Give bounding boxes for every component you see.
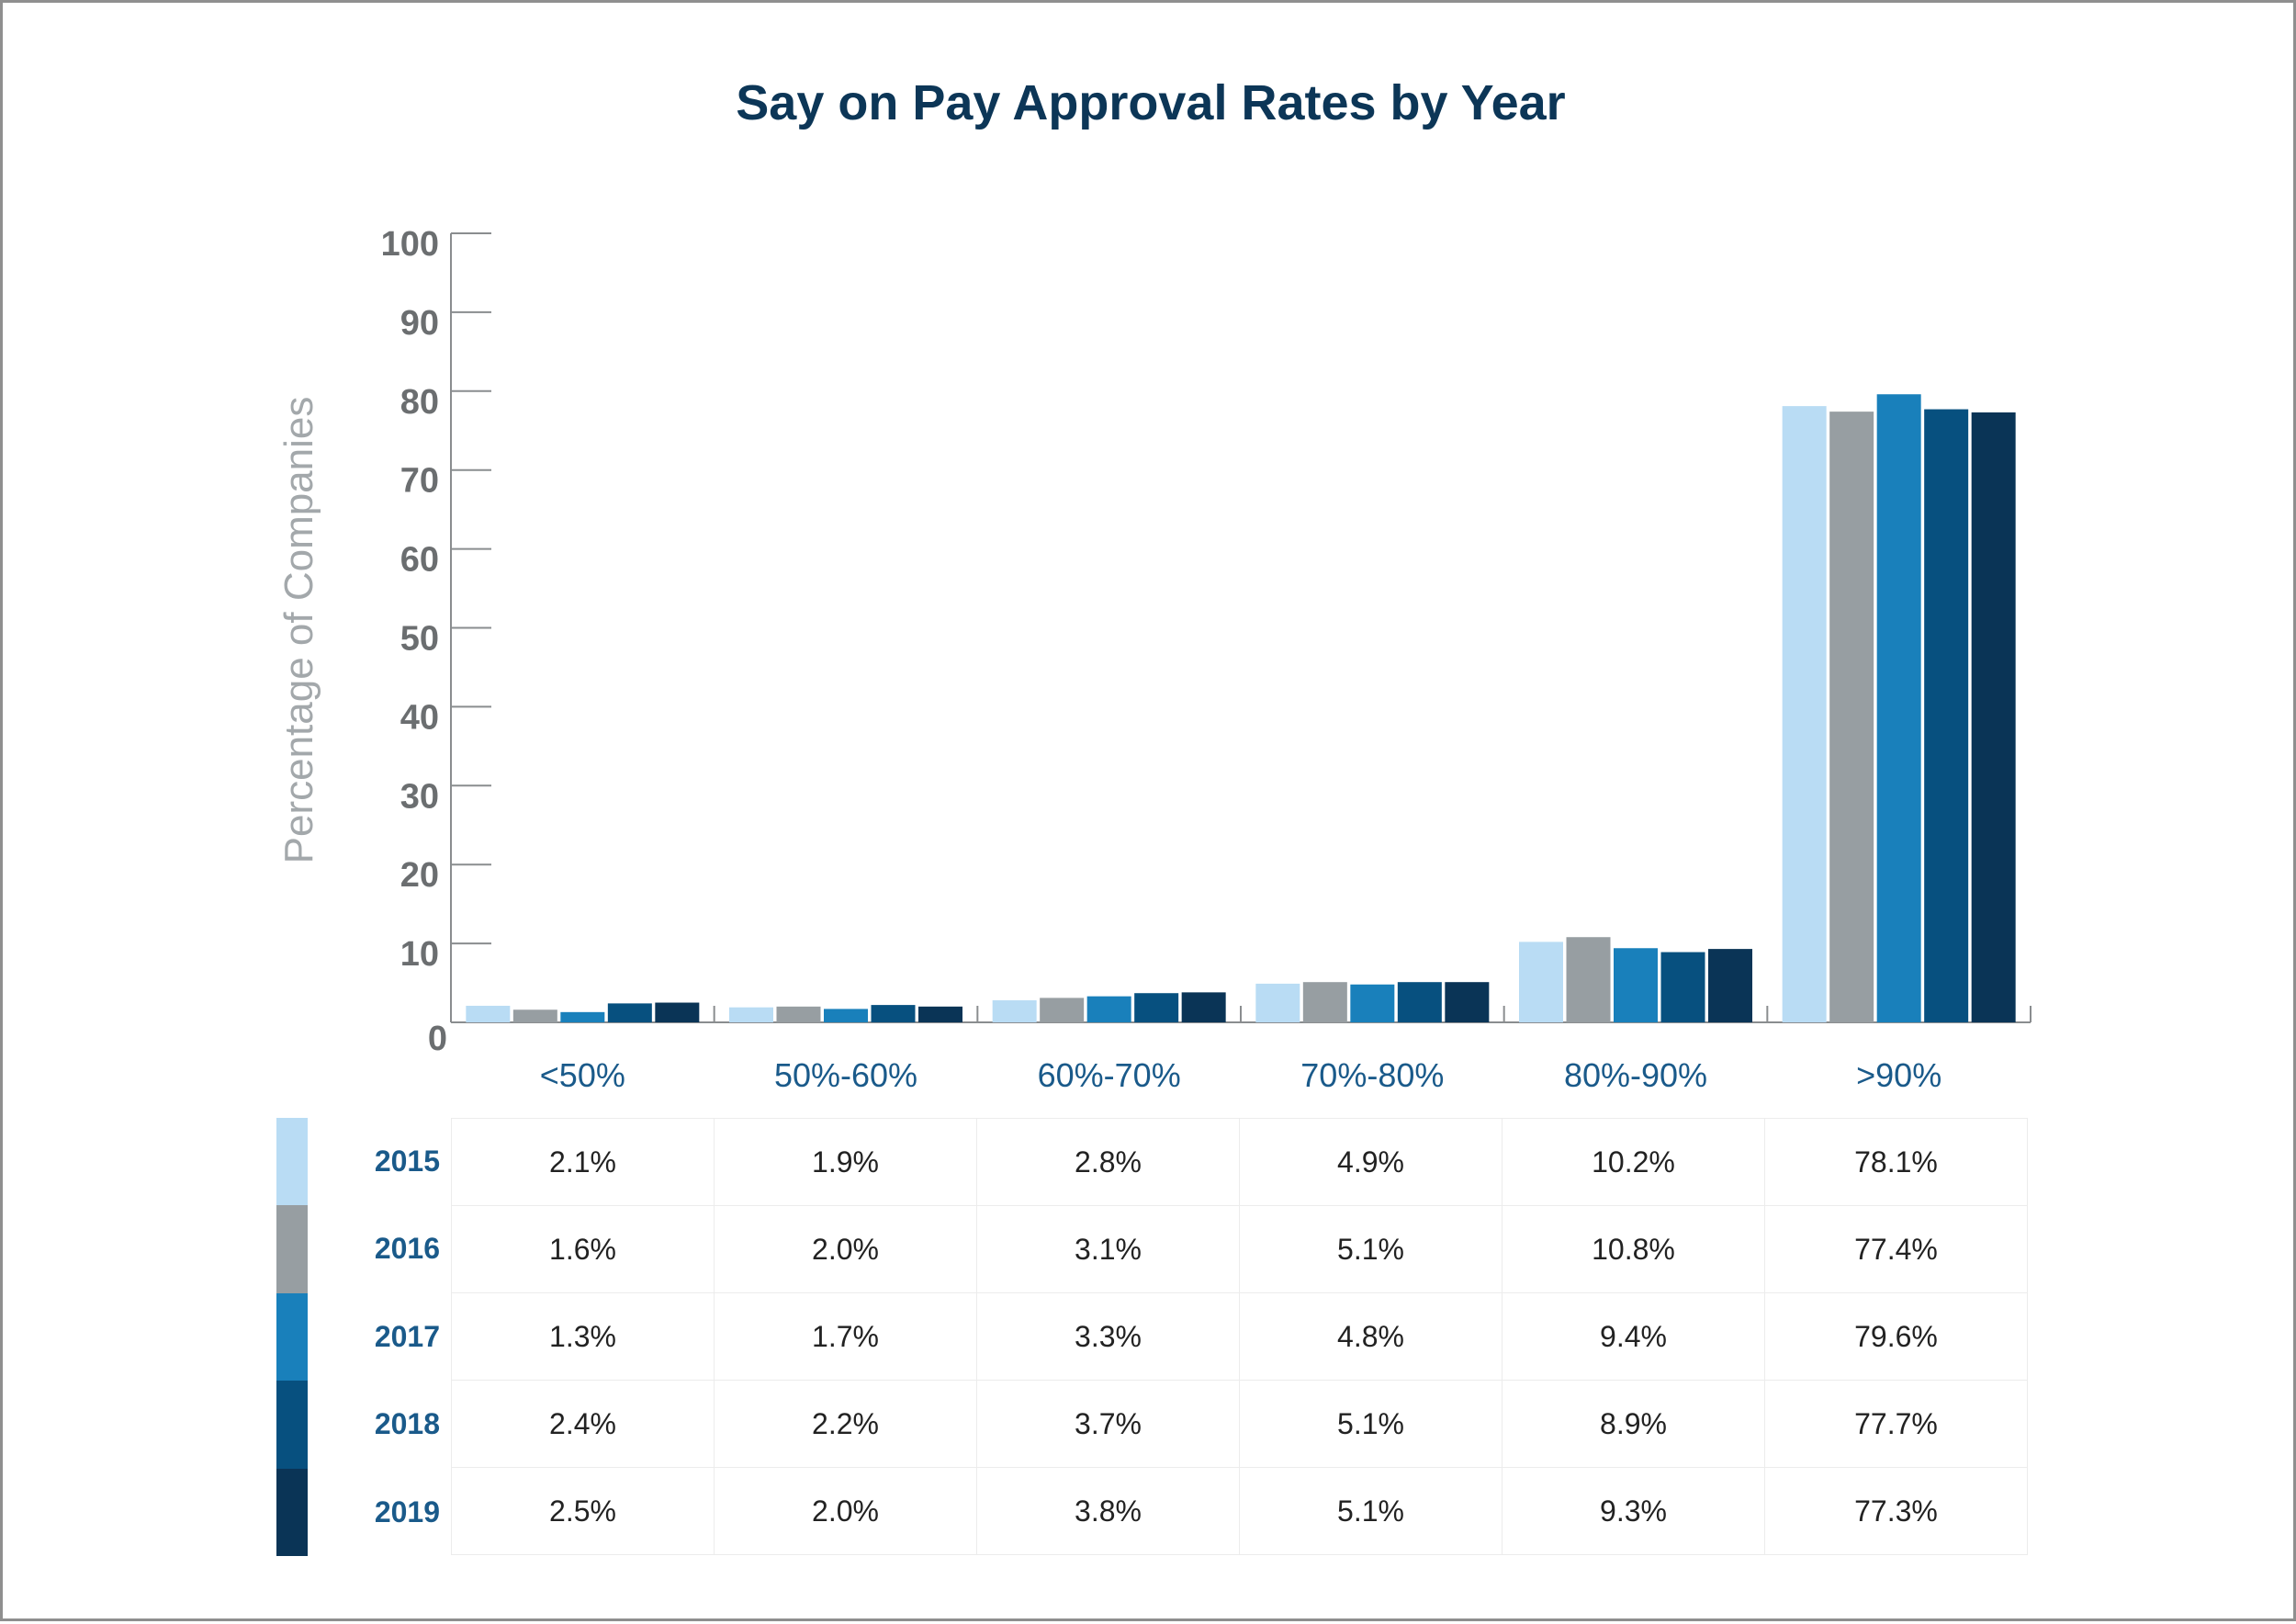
table-cell: 2.0% — [714, 1467, 977, 1555]
table-cell: 10.8% — [1502, 1205, 1765, 1293]
y-tick-label: 80 — [400, 383, 439, 422]
bar — [560, 1011, 605, 1022]
legend-year-label: 2018 — [374, 1407, 440, 1441]
bar — [1614, 948, 1658, 1022]
bar — [1445, 982, 1490, 1022]
bar — [1397, 982, 1442, 1022]
chart-labels: 0 10 20 30 40 50 60 70 80 90 100 <50% 50%-60% 60%-70%… — [381, 225, 1942, 1094]
table-cell: 1.9% — [714, 1118, 977, 1206]
table-row: 2.4% 2.2% 3.7% 5.1% 8.9% 77.7% — [451, 1380, 2028, 1468]
legend-swatch — [276, 1468, 308, 1556]
table-row: 1.3% 1.7% 3.3% 4.8% 9.4% 79.6% — [451, 1292, 2028, 1381]
table-cell: 2.0% — [714, 1205, 977, 1293]
bar — [1971, 412, 2016, 1022]
table-cell: 4.9% — [1239, 1118, 1503, 1206]
bar — [1660, 952, 1705, 1022]
table-cell: 77.3% — [1764, 1467, 2028, 1555]
table-row: 2.1% 1.9% 2.8% 4.9% 10.2% 78.1% — [451, 1118, 2028, 1206]
table-row: 1.6% 2.0% 3.1% 5.1% 10.8% 77.4% — [451, 1205, 2028, 1293]
y-tick-label: 100 — [381, 225, 439, 264]
bar — [466, 1005, 511, 1022]
legend-swatch — [276, 1292, 308, 1382]
chart-axes — [450, 232, 2032, 1023]
legend-swatch — [276, 1118, 308, 1206]
legend-year-label: 2016 — [374, 1232, 440, 1266]
bar — [512, 1009, 557, 1022]
y-tick-label: 50 — [400, 620, 439, 659]
chart-title: Say on Pay Approval Rates by Year — [736, 75, 1566, 130]
table-cell: 1.3% — [451, 1292, 715, 1381]
bar — [607, 1003, 652, 1022]
bar — [871, 1005, 916, 1022]
bar — [992, 999, 1037, 1022]
table-cell: 8.9% — [1502, 1380, 1765, 1468]
y-tick-label: 10 — [400, 935, 439, 974]
bar — [1566, 937, 1611, 1022]
bar-chart: 0 10 20 30 40 50 60 70 80 90 100 <50% 50%-60% 60%-70%… — [381, 225, 2032, 1094]
table-cell: 3.8% — [976, 1467, 1240, 1555]
table-cell: 77.7% — [1764, 1380, 2028, 1468]
bar — [1134, 993, 1179, 1022]
table-cell: 2.2% — [714, 1380, 977, 1468]
x-category-label: 50%-60% — [774, 1056, 917, 1094]
table-row: 2.5% 2.0% 3.8% 5.1% 9.3% 77.3% — [451, 1467, 2028, 1555]
bar — [1040, 998, 1085, 1022]
bar — [1708, 949, 1752, 1022]
y-tick-label: 90 — [400, 304, 439, 343]
table-cell: 9.3% — [1502, 1467, 1765, 1555]
bar — [1829, 412, 1874, 1022]
bar — [1519, 942, 1563, 1022]
table-cell: 1.7% — [714, 1292, 977, 1381]
legend-year-label: 2019 — [374, 1494, 440, 1528]
y-tick-label: 0 — [428, 1020, 447, 1058]
table-cell: 2.8% — [976, 1118, 1240, 1206]
x-category-label: <50% — [540, 1056, 625, 1094]
bar — [655, 1002, 700, 1022]
y-tick-label: 20 — [400, 856, 439, 895]
x-category-label: 80%-90% — [1564, 1056, 1707, 1094]
bar — [1924, 409, 1969, 1022]
table-cell: 78.1% — [1764, 1118, 2028, 1206]
bar — [1782, 406, 1827, 1023]
table-cell: 3.1% — [976, 1205, 1240, 1293]
table-cell: 2.4% — [451, 1380, 715, 1468]
table-cell: 1.6% — [451, 1205, 715, 1293]
bar — [1181, 992, 1226, 1022]
bar — [1086, 996, 1131, 1022]
table-cell: 5.1% — [1239, 1205, 1503, 1293]
table-cell: 3.3% — [976, 1292, 1240, 1381]
bar — [1350, 984, 1395, 1022]
y-tick-label: 70 — [400, 462, 439, 501]
bar — [918, 1006, 962, 1022]
table-cell: 3.7% — [976, 1380, 1240, 1468]
bar — [776, 1006, 821, 1022]
x-category-label: 60%-70% — [1038, 1056, 1181, 1094]
table-cell: 2.5% — [451, 1467, 715, 1555]
x-category-label: >90% — [1856, 1056, 1941, 1094]
chart-bars — [466, 394, 2016, 1023]
y-tick-label: 30 — [400, 777, 439, 816]
x-category-label: 70%-80% — [1300, 1056, 1444, 1094]
y-tick-label: 40 — [400, 698, 439, 737]
bar — [729, 1007, 773, 1022]
table-cell: 5.1% — [1239, 1467, 1503, 1555]
bar — [824, 1009, 868, 1022]
data-table: 2.1% 1.9% 2.8% 4.9% 10.2% 78.1% 1.6% 2.0% 3.1% 5.… — [451, 1118, 2028, 1555]
bar — [1302, 982, 1347, 1022]
table-cell: 77.4% — [1764, 1205, 2028, 1293]
table-cell: 79.6% — [1764, 1292, 2028, 1381]
table-cell: 9.4% — [1502, 1292, 1765, 1381]
table-cell: 4.8% — [1239, 1292, 1503, 1381]
table-cell: 5.1% — [1239, 1380, 1503, 1468]
legend-swatch — [276, 1205, 308, 1293]
y-tick-label: 60 — [400, 541, 439, 580]
legend-year-label: 2015 — [374, 1145, 440, 1178]
bar — [1876, 394, 1921, 1023]
table-cell: 2.1% — [451, 1118, 715, 1206]
legend-year-label: 2017 — [374, 1319, 440, 1353]
bar — [1255, 983, 1300, 1022]
table-cell: 10.2% — [1502, 1118, 1765, 1206]
legend-swatch — [276, 1381, 308, 1469]
